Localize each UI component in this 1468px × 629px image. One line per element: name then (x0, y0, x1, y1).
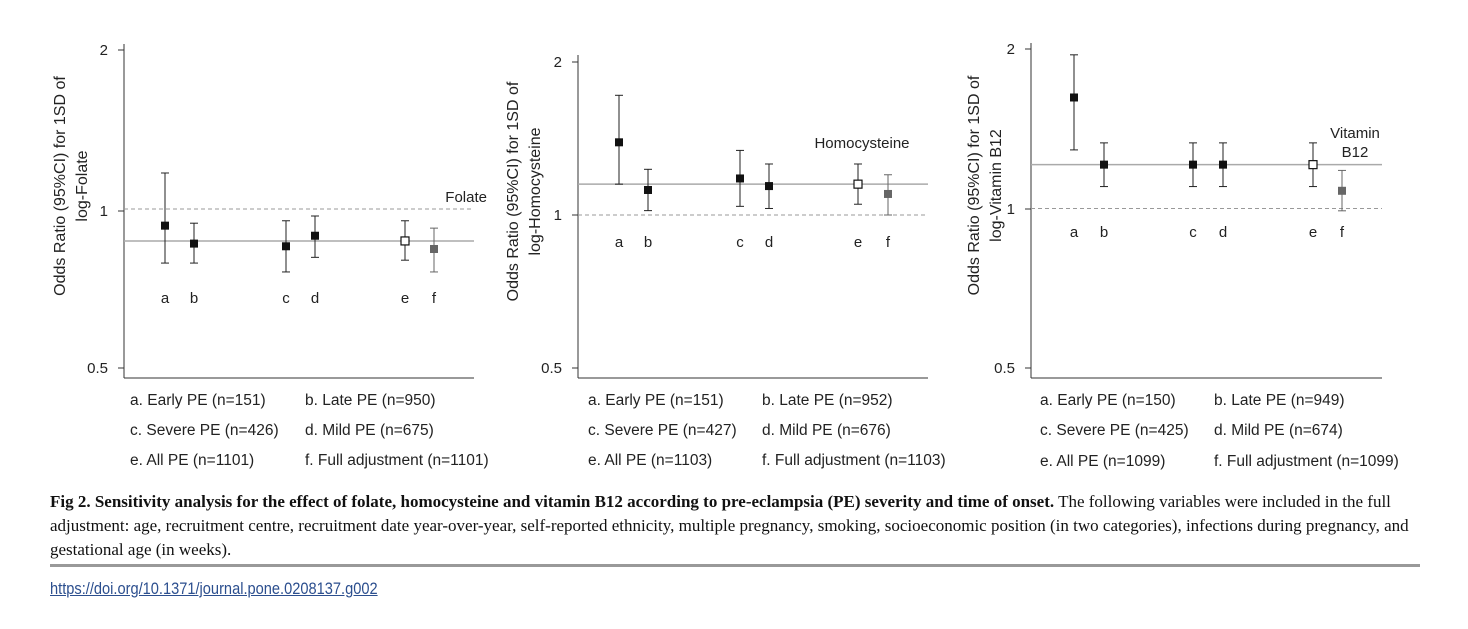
y-tick-label: 0.5 (994, 360, 1015, 377)
caption-title: Fig 2. Sensitivity analysis for the effe… (50, 492, 1055, 511)
group-letter-label: e (854, 234, 862, 251)
point-estimate-marker (311, 231, 319, 240)
legend-entry: b. Late PE (n=950) (305, 392, 436, 409)
group-letter-label: f (886, 234, 891, 251)
y-tick-label: 1 (100, 203, 108, 220)
point-estimate-marker (1338, 186, 1346, 195)
legend-entry: c. Severe PE (n=427) (588, 422, 737, 439)
point-estimate-marker (190, 239, 198, 248)
y-axis-label: Odds Ratio (95%CI) for 1SD of (966, 75, 983, 295)
point-estimate-marker (1308, 160, 1318, 170)
panel-title: Folate (445, 189, 487, 206)
group-letter-label: a (615, 234, 624, 251)
y-axis-label: Odds Ratio (95%CI) for 1SD of (505, 81, 522, 301)
point-estimate-marker (765, 182, 773, 191)
y-tick-label: 0.5 (87, 360, 108, 377)
y-axis-label: log-Homocysteine (527, 127, 544, 255)
y-axis-label: log-Folate (74, 150, 91, 221)
point-estimate-marker (282, 242, 290, 251)
figure-caption: Fig 2. Sensitivity analysis for the effe… (50, 490, 1420, 562)
legend-entry: d. Mild PE (n=676) (762, 422, 891, 439)
point-estimate-marker (884, 189, 892, 198)
y-tick-label: 2 (554, 54, 562, 71)
legend-entry: e. All PE (n=1099) (1040, 453, 1165, 470)
y-tick-label: 1 (1007, 201, 1015, 218)
point-estimate-marker (1189, 160, 1197, 169)
forest-plots-svg: 2 1 0.5 Odds Ratio (95%CI) for 1SD of log-Fo… (52, 41, 1399, 470)
group-letter-label: c (1189, 224, 1197, 241)
caption-body: The following variables were included in… (50, 492, 1409, 559)
legend-entry: c. Severe PE (n=426) (130, 422, 279, 439)
point-estimate-marker (161, 221, 169, 230)
panel-title: B12 (1342, 144, 1369, 161)
legend-entry: e. All PE (n=1103) (588, 452, 712, 469)
y-tick-label: 2 (100, 42, 108, 59)
group-letter-label: e (401, 290, 409, 307)
group-letter-label: d (1219, 224, 1227, 241)
point-estimate-marker (1219, 160, 1227, 169)
group-letter-label: c (282, 290, 290, 307)
group-letter-label: a (161, 290, 170, 307)
y-tick-label: 0.5 (541, 360, 562, 377)
panel-title: Homocysteine (814, 135, 909, 152)
legend-entry: a. Early PE (n=150) (1040, 392, 1176, 409)
point-estimate-marker (1100, 160, 1108, 169)
legend-entry: b. Late PE (n=952) (762, 392, 893, 409)
legend-entry: c. Severe PE (n=425) (1040, 422, 1189, 439)
group-letter-label: c (736, 234, 744, 251)
y-axis-label: log-Vitamin B12 (988, 129, 1005, 242)
point-estimate-marker (400, 236, 410, 246)
point-estimate-marker (615, 138, 623, 147)
group-letter-label: b (190, 290, 198, 307)
y-tick-label: 1 (554, 207, 562, 224)
y-axis-label: Odds Ratio (95%CI) for 1SD of (52, 76, 69, 296)
group-letter-label: a (1070, 224, 1079, 241)
group-letter-label: b (1100, 224, 1108, 241)
point-estimate-marker (853, 179, 863, 189)
group-letter-label: e (1309, 224, 1317, 241)
group-letter-label: f (1340, 224, 1345, 241)
point-estimate-marker (736, 174, 744, 183)
caption-divider (50, 564, 1420, 567)
legend-entry: a. Early PE (n=151) (130, 392, 266, 409)
forest-plot-2: 2 1 0.5 Odds Ratio (95%CI) for 1SD of log-Ho… (505, 54, 946, 469)
point-estimate-marker (1070, 93, 1078, 102)
point-estimate-marker (644, 185, 652, 194)
legend-entry: f. Full adjustment (n=1103) (762, 452, 946, 469)
panel-title: Vitamin (1330, 125, 1380, 142)
legend-entry: e. All PE (n=1101) (130, 452, 254, 469)
group-letter-label: f (432, 290, 437, 307)
forest-plot-1: 2 1 0.5 Odds Ratio (95%CI) for 1SD of log-Fo… (52, 42, 489, 469)
legend-entry: d. Mild PE (n=674) (1214, 422, 1343, 439)
doi-link[interactable]: https://doi.org/10.1371/journal.pone.020… (50, 579, 378, 598)
legend-entry: d. Mild PE (n=675) (305, 422, 434, 439)
forest-plot-3: 2 1 0.5 Odds Ratio (95%CI) for 1SD of log-Vi… (966, 41, 1399, 470)
group-letter-label: d (765, 234, 773, 251)
point-estimate-marker (430, 244, 438, 253)
legend-entry: b. Late PE (n=949) (1214, 392, 1345, 409)
group-letter-label: d (311, 290, 319, 307)
group-letter-label: b (644, 234, 652, 251)
figure-panels: 2 1 0.5 Odds Ratio (95%CI) for 1SD of log-Fo… (52, 41, 1399, 470)
legend-entry: f. Full adjustment (n=1099) (1214, 453, 1399, 470)
legend-entry: a. Early PE (n=151) (588, 392, 724, 409)
y-tick-label: 2 (1007, 41, 1015, 58)
legend-entry: f. Full adjustment (n=1101) (305, 452, 489, 469)
